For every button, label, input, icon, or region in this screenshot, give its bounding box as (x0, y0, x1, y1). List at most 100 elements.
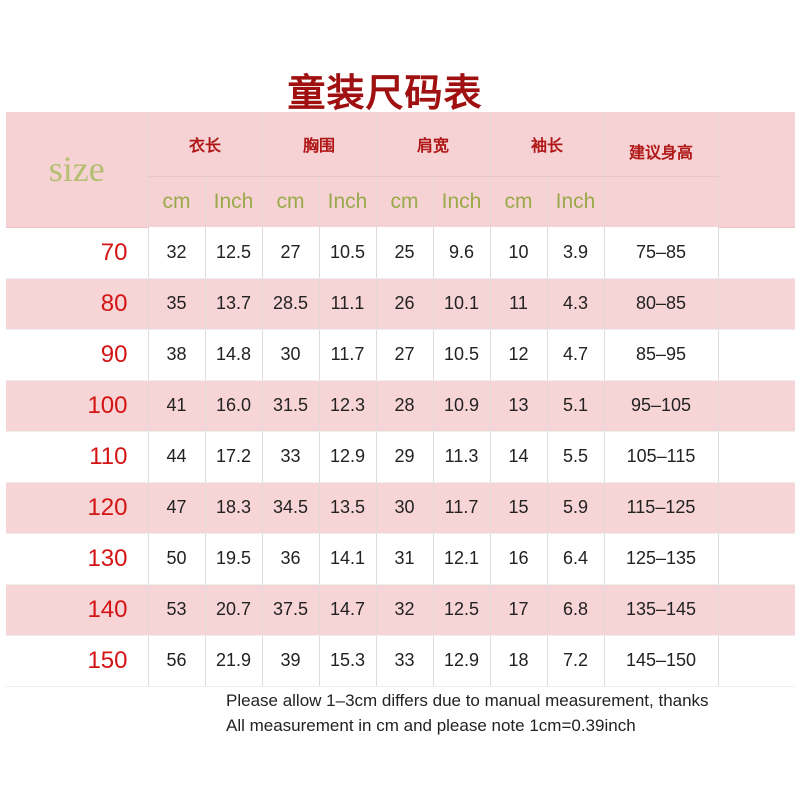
value-cell: 28 (375, 380, 434, 432)
note-line: All measurement in cm and please note 1c… (226, 716, 636, 735)
value-cell: 31.5 (261, 380, 320, 432)
value-cell: 12 (489, 329, 548, 381)
empty-cell (717, 635, 795, 687)
value-cell: 37.5 (261, 584, 320, 636)
value-cell: 10.5 (318, 227, 377, 279)
value-cell: 12.5 (432, 584, 491, 636)
value-cell: 13 (489, 380, 548, 432)
value-cell: 50 (147, 533, 206, 585)
value-cell: 21.9 (204, 635, 263, 687)
note-line: Please allow 1–3cm differs due to manual… (226, 691, 709, 710)
value-cell: 5.1 (546, 380, 605, 432)
height-cell: 75–85 (603, 227, 719, 279)
value-cell: 31 (375, 533, 434, 585)
value-cell: 16 (489, 533, 548, 585)
height-cell: 145–150 (603, 635, 719, 687)
empty-cell (603, 176, 719, 227)
value-cell: 4.7 (546, 329, 605, 381)
value-cell: 56 (147, 635, 206, 687)
size-cell: 130 (6, 533, 149, 585)
value-cell: 36 (261, 533, 320, 585)
table-row: 70 32 12.5 27 10.5 25 9.6 10 3.9 75–85 (6, 227, 795, 279)
size-cell: 150 (6, 635, 149, 687)
value-cell: 11 (489, 278, 548, 330)
table-row: 140 53 20.7 37.5 14.7 32 12.5 17 6.8 135–145 (6, 584, 795, 636)
value-cell: 9.6 (432, 227, 491, 279)
value-cell: 12.5 (204, 227, 263, 279)
value-cell: 6.8 (546, 584, 605, 636)
size-cell: 140 (6, 584, 149, 636)
value-cell: 5.5 (546, 431, 605, 483)
empty-cell (717, 431, 795, 483)
value-cell: 14.8 (204, 329, 263, 381)
value-cell: 15 (489, 482, 548, 534)
unit-header: Inch (318, 176, 377, 227)
size-cell: 120 (6, 482, 149, 534)
value-cell: 32 (375, 584, 434, 636)
value-cell: 17 (489, 584, 548, 636)
unit-header: cm (261, 176, 320, 227)
value-cell: 41 (147, 380, 206, 432)
empty-cell (717, 380, 795, 432)
unit-header: Inch (546, 176, 605, 227)
size-cell: 90 (6, 329, 149, 381)
size-table: size 衣长 胸围 肩宽 袖长 建议身高 cm Inch cm Inch cm Inch… (6, 112, 795, 687)
empty-cell (717, 278, 795, 330)
empty-cell (717, 227, 795, 279)
table-row: 80 35 13.7 28.5 11.1 26 10.1 11 4.3 80–85 (6, 278, 795, 330)
value-cell: 16.0 (204, 380, 263, 432)
unit-header: cm (147, 176, 206, 227)
value-cell: 32 (147, 227, 206, 279)
group-header-sleeve: 袖长 (489, 112, 605, 177)
value-cell: 12.1 (432, 533, 491, 585)
unit-header: cm (375, 176, 434, 227)
value-cell: 27 (261, 227, 320, 279)
value-cell: 12.9 (432, 635, 491, 687)
unit-header: Inch (432, 176, 491, 227)
value-cell: 10.9 (432, 380, 491, 432)
height-cell: 105–115 (603, 431, 719, 483)
value-cell: 33 (375, 635, 434, 687)
value-cell: 27 (375, 329, 434, 381)
height-cell: 85–95 (603, 329, 719, 381)
value-cell: 19.5 (204, 533, 263, 585)
value-cell: 14.1 (318, 533, 377, 585)
height-cell: 95–105 (603, 380, 719, 432)
notes: Please allow 1–3cm differs due to manual… (226, 688, 709, 738)
size-header: size (6, 112, 149, 228)
table-row: 100 41 16.0 31.5 12.3 28 10.9 13 5.1 95–105 (6, 380, 795, 432)
group-header-chest: 胸围 (261, 112, 377, 177)
table-row: 150 56 21.9 39 15.3 33 12.9 18 7.2 145–150 (6, 635, 795, 687)
value-cell: 53 (147, 584, 206, 636)
value-cell: 11.1 (318, 278, 377, 330)
height-cell: 135–145 (603, 584, 719, 636)
unit-header: Inch (204, 176, 263, 227)
height-cell: 115–125 (603, 482, 719, 534)
value-cell: 38 (147, 329, 206, 381)
value-cell: 26 (375, 278, 434, 330)
size-cell: 80 (6, 278, 149, 330)
value-cell: 17.2 (204, 431, 263, 483)
value-cell: 14 (489, 431, 548, 483)
value-cell: 13.5 (318, 482, 377, 534)
value-cell: 34.5 (261, 482, 320, 534)
value-cell: 10.5 (432, 329, 491, 381)
value-cell: 11.7 (318, 329, 377, 381)
value-cell: 11.3 (432, 431, 491, 483)
height-cell: 80–85 (603, 278, 719, 330)
height-cell: 125–135 (603, 533, 719, 585)
value-cell: 15.3 (318, 635, 377, 687)
table-row: 120 47 18.3 34.5 13.5 30 11.7 15 5.9 115–125 (6, 482, 795, 534)
unit-header: cm (489, 176, 548, 227)
size-cell: 100 (6, 380, 149, 432)
value-cell: 12.3 (318, 380, 377, 432)
table-row: 130 50 19.5 36 14.1 31 12.1 16 6.4 125–135 (6, 533, 795, 585)
value-cell: 4.3 (546, 278, 605, 330)
value-cell: 13.7 (204, 278, 263, 330)
chart-title: 童装尺码表 (287, 71, 483, 115)
table-row: 90 38 14.8 30 11.7 27 10.5 12 4.7 85–95 (6, 329, 795, 381)
empty-cell (717, 533, 795, 585)
value-cell: 25 (375, 227, 434, 279)
value-cell: 7.2 (546, 635, 605, 687)
value-cell: 5.9 (546, 482, 605, 534)
